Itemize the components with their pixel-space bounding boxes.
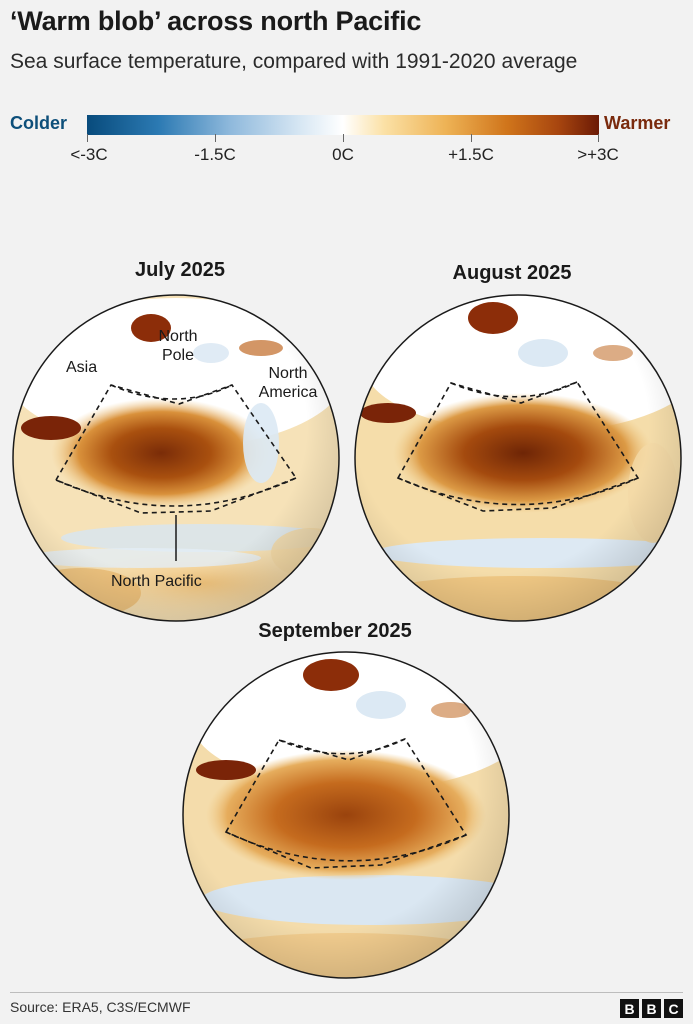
legend-tick — [87, 134, 88, 142]
globe-map-september — [182, 651, 510, 979]
globe-map-august — [354, 294, 682, 622]
label-north-america: North America — [258, 365, 318, 401]
map-title-september: September 2025 — [258, 620, 412, 642]
legend-tick-label: +1.5C — [448, 145, 494, 164]
legend-tick — [215, 134, 216, 142]
map-title-august: August 2025 — [452, 262, 572, 284]
bbc-logo-letter: C — [664, 999, 683, 1018]
bbc-logo: B B C — [620, 999, 683, 1018]
legend-tick — [598, 134, 599, 142]
map-title-july: July 2025 — [134, 259, 226, 281]
legend-color-bar — [87, 115, 599, 135]
legend-tick-label: -1.5C — [194, 145, 236, 164]
label-asia: Asia — [66, 359, 98, 376]
legend-tick — [343, 134, 344, 142]
chart-title: ‘Warm blob’ across north Pacific — [10, 6, 422, 36]
legend-tick-label: 0C — [332, 145, 354, 164]
chart-subtitle: Sea surface temperature, compared with 1… — [10, 50, 578, 73]
legend-tick-label: >+3C — [577, 145, 619, 164]
label-north-pole: North Pole — [158, 328, 198, 364]
label-north-pacific: North Pacific — [111, 573, 202, 590]
source-note: Source: ERA5, C3S/ECMWF — [10, 999, 191, 1015]
legend-tick-label: <-3C — [70, 145, 108, 164]
bbc-logo-letter: B — [642, 999, 661, 1018]
bbc-logo-letter: B — [620, 999, 639, 1018]
legend-warm-label: Warmer — [604, 113, 671, 133]
legend-cold-label: Colder — [10, 113, 68, 133]
footer-divider — [10, 992, 683, 993]
globe-map-july — [12, 294, 340, 622]
legend-tick — [471, 134, 472, 142]
